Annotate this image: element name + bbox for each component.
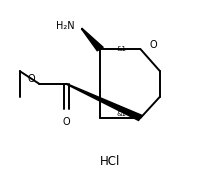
Text: O: O xyxy=(28,74,36,84)
Polygon shape xyxy=(81,28,103,51)
Text: O: O xyxy=(150,40,157,50)
Polygon shape xyxy=(66,84,142,120)
Text: O: O xyxy=(63,117,70,127)
Text: &1: &1 xyxy=(117,111,126,117)
Text: H₂N: H₂N xyxy=(56,21,75,31)
Text: &1: &1 xyxy=(117,46,126,52)
Text: HCl: HCl xyxy=(100,155,120,168)
